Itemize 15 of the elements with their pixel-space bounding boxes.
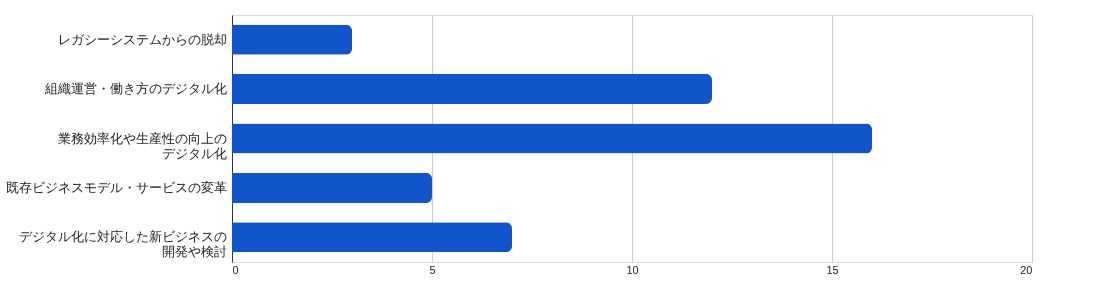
bar (232, 172, 432, 203)
x-tick-label: 15 (826, 263, 839, 276)
bar (232, 24, 352, 55)
bar (232, 123, 872, 154)
bar (232, 74, 712, 105)
x-tick-label: 0 (232, 263, 239, 276)
y-tick-label: 組織運営・働き方のデジタル化 (43, 81, 227, 97)
y-tick-label: レガシーシステムからの脱却 (57, 31, 227, 47)
y-tick-label: 既存ビジネスモデル・サービスの変革 (5, 179, 227, 195)
bar (232, 222, 512, 253)
y-tick-label: デジタル化に対応した新ビジネスの開発や検討 (18, 229, 227, 260)
x-tick-label: 10 (626, 263, 639, 276)
x-tick-label: 20 (1020, 263, 1033, 276)
x-tick-label: 5 (429, 263, 436, 276)
y-tick-label: 業務効率化や生産性の向上のデジタル化 (57, 130, 227, 161)
